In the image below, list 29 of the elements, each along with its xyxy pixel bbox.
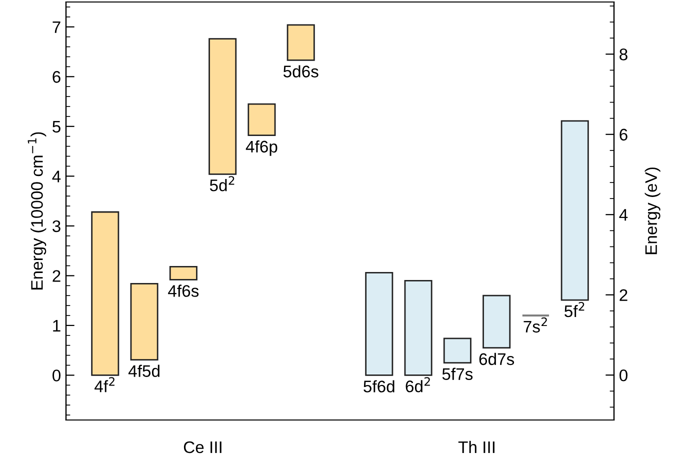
x-tick-label: 5f7s [442, 368, 473, 380]
x-tick-label: 5f6d [364, 380, 394, 392]
x-tick-label: 5f$^{2}$ [564, 302, 584, 318]
y2-axis-title: Energy (eV) [644, 168, 660, 254]
y-tick-label: 6 [52, 71, 60, 83]
y-tick-label: 7 [52, 21, 60, 33]
x-tick-label: 4f5d [128, 364, 160, 378]
y-tick-label: 0 [52, 370, 60, 382]
text: Ce III [184, 441, 222, 454]
x-tick-label: 5d6s [283, 65, 318, 78]
y-tick-label: 5 [52, 120, 60, 133]
y2-tick-label: 0 [620, 369, 628, 382]
x-tick-label: 4f6s [168, 284, 199, 297]
y2-tick-label: 8 [620, 48, 628, 60]
y-axis-title: Energy (10000 cm$^{−1}$) [28, 132, 46, 290]
y2-tick-label: 2 [620, 289, 628, 301]
x-tick-label: 7s$^{2}$ [524, 317, 547, 333]
x-tick-label: 6d$^{2}$ [406, 377, 430, 392]
x-tick-label: 5d$^{2}$ [210, 176, 234, 192]
text: Th III [458, 440, 494, 453]
y-tick-label: 2 [52, 270, 60, 282]
y2-tick-label: 6 [620, 128, 628, 141]
x-tick-label: 4f6p [246, 140, 278, 156]
y-tick-label: 1 [53, 320, 60, 332]
y2-tick-label: 4 [619, 209, 628, 221]
y-tick-label: 4 [52, 170, 61, 182]
y-tick-label: 3 [52, 220, 60, 232]
x-tick-label: 6d7s [479, 352, 514, 366]
x-tick-label: 4f$^{2}$ [94, 377, 114, 392]
